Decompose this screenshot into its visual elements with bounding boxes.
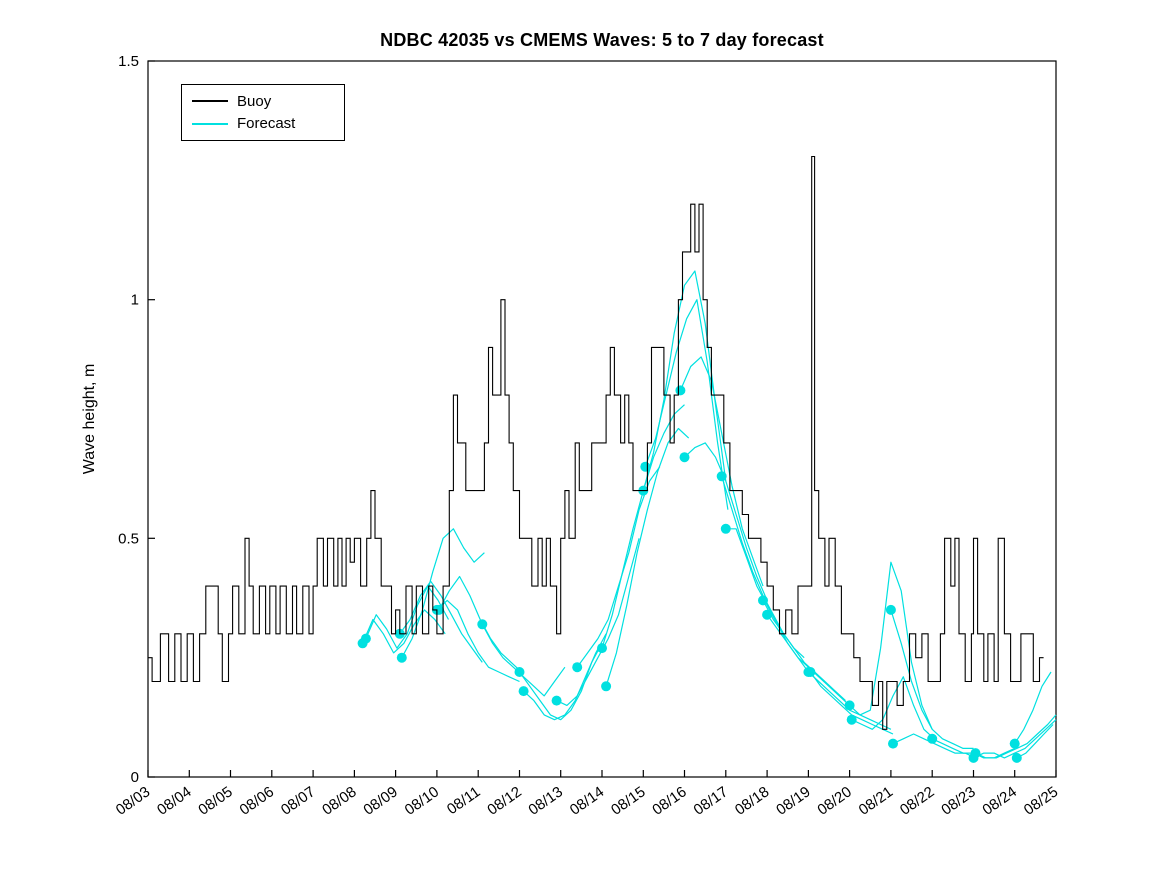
- forecast-run-line: [1014, 671, 1052, 744]
- forecast-line-swatch: [192, 122, 228, 125]
- forecast-run-marker: [572, 662, 583, 673]
- forecast-run-line: [365, 585, 450, 649]
- forecast-run-line: [679, 356, 764, 587]
- forecast-run-marker: [640, 461, 651, 472]
- forecast-run-line: [605, 427, 690, 687]
- x-tick-label: 08/19: [773, 783, 814, 818]
- forecast-run-line: [438, 575, 522, 673]
- y-tick-label: 1: [131, 292, 139, 309]
- legend: Buoy Forecast: [181, 84, 345, 141]
- forecast-run-marker: [762, 609, 773, 620]
- x-tick-label: 08/05: [195, 783, 236, 818]
- y-tick-label: 1.5: [118, 53, 139, 70]
- x-tick-label: 08/15: [608, 783, 649, 818]
- chart-title: NDBC 42035 vs CMEMS Waves: 5 to 7 day fo…: [380, 30, 824, 50]
- forecast-run-marker: [846, 714, 857, 725]
- forecast-run-marker: [716, 471, 727, 482]
- forecast-run-marker: [518, 686, 529, 697]
- x-tick-label: 08/13: [525, 783, 566, 818]
- forecast-run-marker: [396, 652, 407, 663]
- forecast-run-marker: [885, 604, 896, 615]
- forecast-run-marker: [1009, 738, 1020, 749]
- forecast-run-marker: [679, 452, 690, 463]
- x-tick-label: 08/07: [278, 783, 319, 818]
- forecast-run-line: [849, 561, 933, 730]
- forecast-run-marker: [675, 385, 686, 396]
- forecast-run-marker: [720, 523, 731, 534]
- x-tick-label: 08/23: [938, 783, 979, 818]
- x-tick-label: 08/14: [567, 783, 608, 818]
- x-tick-label: 08/25: [1021, 783, 1062, 818]
- x-tick-label: 08/03: [113, 783, 154, 818]
- forecast-run-marker: [844, 700, 855, 711]
- legend-item-buoy: Buoy: [192, 94, 334, 109]
- forecast-run-line: [851, 676, 935, 740]
- forecast-run-marker: [927, 733, 938, 744]
- x-tick-label: 08/20: [814, 783, 855, 818]
- x-tick-label: 08/04: [154, 783, 195, 818]
- forecast-run-line: [399, 580, 483, 663]
- x-tick-label: 08/17: [691, 783, 732, 818]
- forecast-run-marker: [888, 738, 898, 749]
- forecast-run-marker: [477, 619, 488, 630]
- legend-label-buoy: Buoy: [237, 92, 272, 110]
- forecast-run-line: [973, 719, 1057, 759]
- x-tick-label: 08/12: [484, 783, 525, 818]
- forecast-run-line: [556, 538, 640, 706]
- forecast-run-marker: [805, 667, 816, 677]
- forecast-run-line: [362, 609, 446, 654]
- x-tick-label: 08/11: [444, 783, 484, 818]
- x-tick-label: 08/09: [360, 783, 401, 818]
- forecast-run-line: [519, 643, 603, 721]
- y-tick-label: 0.5: [118, 530, 139, 547]
- x-tick-label: 08/22: [897, 783, 938, 818]
- forecast-run-line: [1016, 724, 1054, 759]
- x-tick-label: 08/06: [237, 783, 278, 818]
- x-tick-label: 08/10: [402, 783, 443, 818]
- forecast-run-marker: [597, 643, 607, 654]
- forecast-run-marker: [1011, 752, 1022, 763]
- forecast-run-line: [644, 299, 729, 510]
- forecast-run-line: [436, 599, 520, 683]
- x-tick-label: 08/16: [649, 783, 690, 818]
- forecast-run-line: [975, 714, 1057, 759]
- forecast-run-line: [762, 600, 846, 702]
- legend-label-forecast: Forecast: [237, 115, 296, 133]
- x-tick-label: 08/24: [979, 783, 1020, 818]
- y-tick-label: 0: [131, 769, 139, 786]
- forecast-run-line: [401, 528, 485, 658]
- plot-box: [147, 60, 1057, 778]
- forecast-run-marker: [601, 681, 612, 692]
- buoy-line-swatch: [192, 100, 228, 103]
- forecast-run-line: [684, 442, 768, 601]
- forecast-run-marker: [758, 595, 768, 606]
- x-tick-label: 08/08: [319, 783, 360, 818]
- x-tick-label: 08/21: [856, 783, 897, 818]
- legend-item-forecast: Forecast: [192, 116, 334, 131]
- forecast-run-marker: [514, 667, 525, 677]
- buoy-series-line: [148, 155, 1044, 730]
- forecast-run-line: [523, 633, 607, 721]
- forecast-run-marker: [551, 695, 562, 706]
- forecast-run-marker: [970, 748, 981, 759]
- x-tick-label: 08/18: [732, 783, 773, 818]
- forecast-run-line: [890, 609, 974, 749]
- forecast-run-marker: [360, 633, 371, 644]
